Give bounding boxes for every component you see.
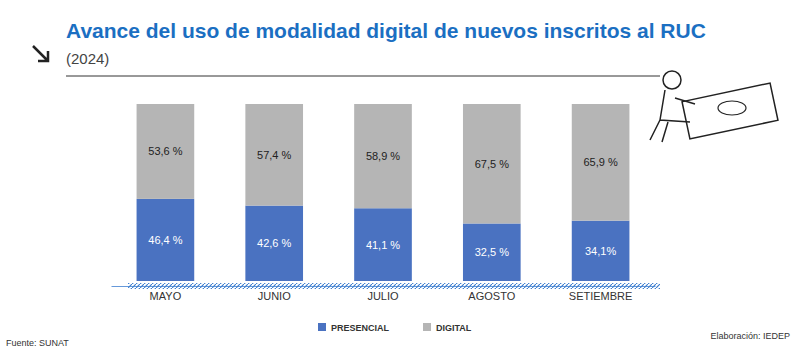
bar (137, 199, 195, 281)
bar (354, 208, 412, 281)
bar (572, 221, 630, 281)
header-rule (66, 76, 660, 77)
x-tick: JUNIO (258, 286, 291, 302)
bar (354, 104, 412, 208)
legend-label: DIGITAL (436, 323, 472, 333)
legend-item: DIGITAL (423, 323, 472, 333)
data-label: 67,5 % (475, 158, 509, 170)
x-axis-line (112, 286, 656, 287)
data-labels: 46,4 % 42,6 % 41,1 % 32,5 % 34,1% 53,6 % 57,4 … (148, 145, 618, 258)
data-label: 32,5 % (475, 246, 509, 258)
bar (572, 104, 630, 221)
arrow-path (33, 46, 48, 61)
annotation: Elaboración: IEDEP (710, 331, 790, 341)
legend-label: PRESENCIAL (331, 323, 390, 333)
series-1 (137, 104, 630, 223)
person-body (650, 90, 695, 142)
subtitle: (2024) (66, 50, 109, 67)
data-label: 65,9 % (583, 156, 617, 168)
chart: Avance del uso de modalidad digital de n… (0, 0, 800, 364)
x-tick: SETIEMBRE (569, 286, 633, 302)
bill-mark (718, 101, 746, 115)
x-axis: MAYO JUNIO JULIO AGOSTO SETIEMBRE (112, 286, 656, 302)
bar (245, 206, 303, 281)
illustration (650, 71, 778, 142)
bar (137, 104, 195, 199)
series-0 (137, 199, 630, 281)
annotation: Fuente: SUNAT (6, 338, 69, 348)
x-tick: AGOSTO (468, 286, 515, 302)
legend-item: PRESENCIAL (318, 323, 390, 333)
bar (463, 223, 521, 281)
data-label: 41,1 % (366, 239, 400, 251)
data-label: 57,4 % (257, 149, 291, 161)
x-tick-label: JUNIO (258, 290, 291, 302)
data-label: 58,9 % (366, 150, 400, 162)
person-head (663, 71, 681, 89)
legend: PRESENCIAL DIGITAL (318, 323, 472, 333)
x-tick: JULIO (367, 286, 399, 302)
bar (463, 104, 521, 223)
x-tick-label: SETIEMBRE (569, 290, 633, 302)
x-tick: MAYO (150, 286, 182, 302)
data-label: 53,6 % (148, 145, 182, 157)
data-label: 42,6 % (257, 237, 291, 249)
legend-swatch (318, 323, 326, 331)
bars (137, 104, 630, 281)
x-tick-label: MAYO (150, 290, 182, 302)
title: Avance del uso de modalidad digital de n… (66, 19, 706, 42)
x-tick-label: AGOSTO (468, 290, 515, 302)
bar (245, 104, 303, 206)
bill-stack (682, 83, 778, 139)
arrow-icon (33, 46, 48, 61)
legend-swatch (423, 323, 431, 331)
x-tick-label: JULIO (367, 290, 399, 302)
baseline-band (128, 283, 660, 289)
data-label: 34,1% (585, 245, 616, 257)
data-label: 46,4 % (148, 234, 182, 246)
